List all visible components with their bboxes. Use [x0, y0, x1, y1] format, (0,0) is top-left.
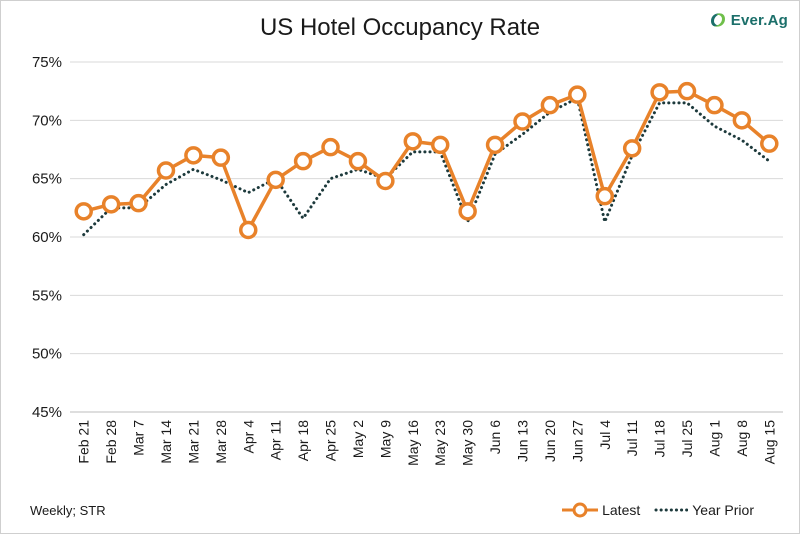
leaf-swirl-icon — [710, 13, 725, 27]
series-line-year-prior — [82, 95, 771, 237]
x-tick-label: Mar 14 — [158, 420, 174, 464]
x-tick-label: Jun 13 — [514, 420, 530, 462]
x-tick-label: Jul 4 — [597, 420, 613, 450]
x-tick-label: May 9 — [377, 420, 393, 458]
x-tick-label: Apr 18 — [295, 420, 311, 461]
y-tick-label: 55% — [32, 287, 62, 304]
x-tick-label: Jul 18 — [652, 420, 668, 458]
data-point-latest — [458, 202, 477, 221]
brand-logo-text: Ever.Ag — [730, 11, 788, 29]
data-point-latest — [568, 85, 587, 104]
x-tick-label: Aug 1 — [706, 420, 722, 457]
x-tick-label: Jul 11 — [624, 420, 640, 457]
y-tick-label: 60% — [32, 229, 62, 246]
x-tick-labels: Feb 21 Feb 28 Mar 7 Mar 14 Mar 21 Mar 28 Apr 4… — [76, 420, 778, 466]
legend-item-year-prior: Year Prior — [654, 502, 754, 518]
data-point-latest — [430, 135, 450, 155]
x-tick-label: Feb 21 — [76, 420, 92, 464]
data-point-latest — [513, 112, 532, 131]
x-tick-label: Mar 28 — [213, 420, 229, 464]
data-point-latest — [156, 161, 176, 180]
legend-label-year-prior: Year Prior — [692, 502, 754, 518]
x-tick-label: May 16 — [405, 420, 421, 466]
data-point-latest — [595, 186, 614, 206]
y-tick-label: 70% — [32, 112, 62, 129]
data-point-latest — [622, 139, 642, 158]
legend-label-latest: Latest — [602, 502, 641, 518]
data-point-latest — [239, 220, 258, 240]
legend-swatch-latest — [562, 502, 599, 518]
data-point-latest — [403, 132, 423, 151]
x-tick-label: Apr 11 — [268, 420, 284, 460]
data-point-latest — [677, 81, 697, 101]
data-point-latest — [293, 151, 313, 171]
x-tick-label: Mar 21 — [185, 420, 201, 464]
data-point-latest — [74, 202, 93, 221]
grid-lines — [70, 61, 783, 413]
series-layer — [74, 81, 779, 240]
data-point-latest — [732, 111, 752, 130]
data-point-latest — [184, 146, 203, 165]
x-tick-label: Jul 25 — [679, 420, 695, 458]
x-tick-label: Jun 6 — [487, 420, 503, 454]
data-point-latest — [266, 170, 285, 190]
data-point-latest — [321, 137, 340, 157]
data-point-latest — [650, 83, 669, 102]
source-note: Weekly; STR — [30, 503, 106, 518]
data-point-latest — [348, 151, 368, 171]
x-tick-label: Feb 28 — [103, 420, 119, 464]
x-tick-label: Jun 20 — [542, 420, 558, 462]
y-tick-label: 75% — [32, 54, 62, 71]
x-tick-label: Apr 4 — [240, 420, 256, 454]
x-tick-label: Aug 8 — [734, 420, 750, 457]
data-point-latest — [129, 193, 148, 213]
data-point-latest — [760, 134, 779, 153]
x-tick-label: May 23 — [432, 420, 448, 466]
chart-legend: Latest Year Prior — [548, 502, 754, 518]
brand-logo: Ever.Ag — [708, 10, 788, 30]
y-tick-label: 45% — [32, 404, 62, 421]
data-point-latest — [211, 148, 231, 167]
x-tick-label: May 2 — [350, 420, 366, 458]
data-point-latest — [705, 95, 724, 115]
x-tick-label: May 30 — [460, 420, 476, 466]
data-point-latest — [376, 171, 395, 191]
chart-title: US Hotel Occupancy Rate — [259, 14, 541, 41]
x-tick-label: Jun 27 — [569, 420, 585, 462]
legend-swatch-year-prior — [654, 508, 689, 512]
data-point-latest — [101, 195, 121, 214]
y-tick-labels: 45% 50% 55% 60% 65% 70% 75% — [32, 54, 62, 421]
x-tick-label: Mar 7 — [131, 420, 147, 456]
y-tick-label: 65% — [32, 171, 62, 188]
data-point-latest — [485, 135, 505, 155]
data-point-latest — [540, 95, 560, 115]
x-tick-label: Apr 25 — [323, 420, 339, 461]
x-tick-label: Aug 15 — [761, 420, 777, 465]
y-tick-label: 50% — [32, 346, 62, 363]
legend-item-latest: Latest — [562, 502, 640, 518]
